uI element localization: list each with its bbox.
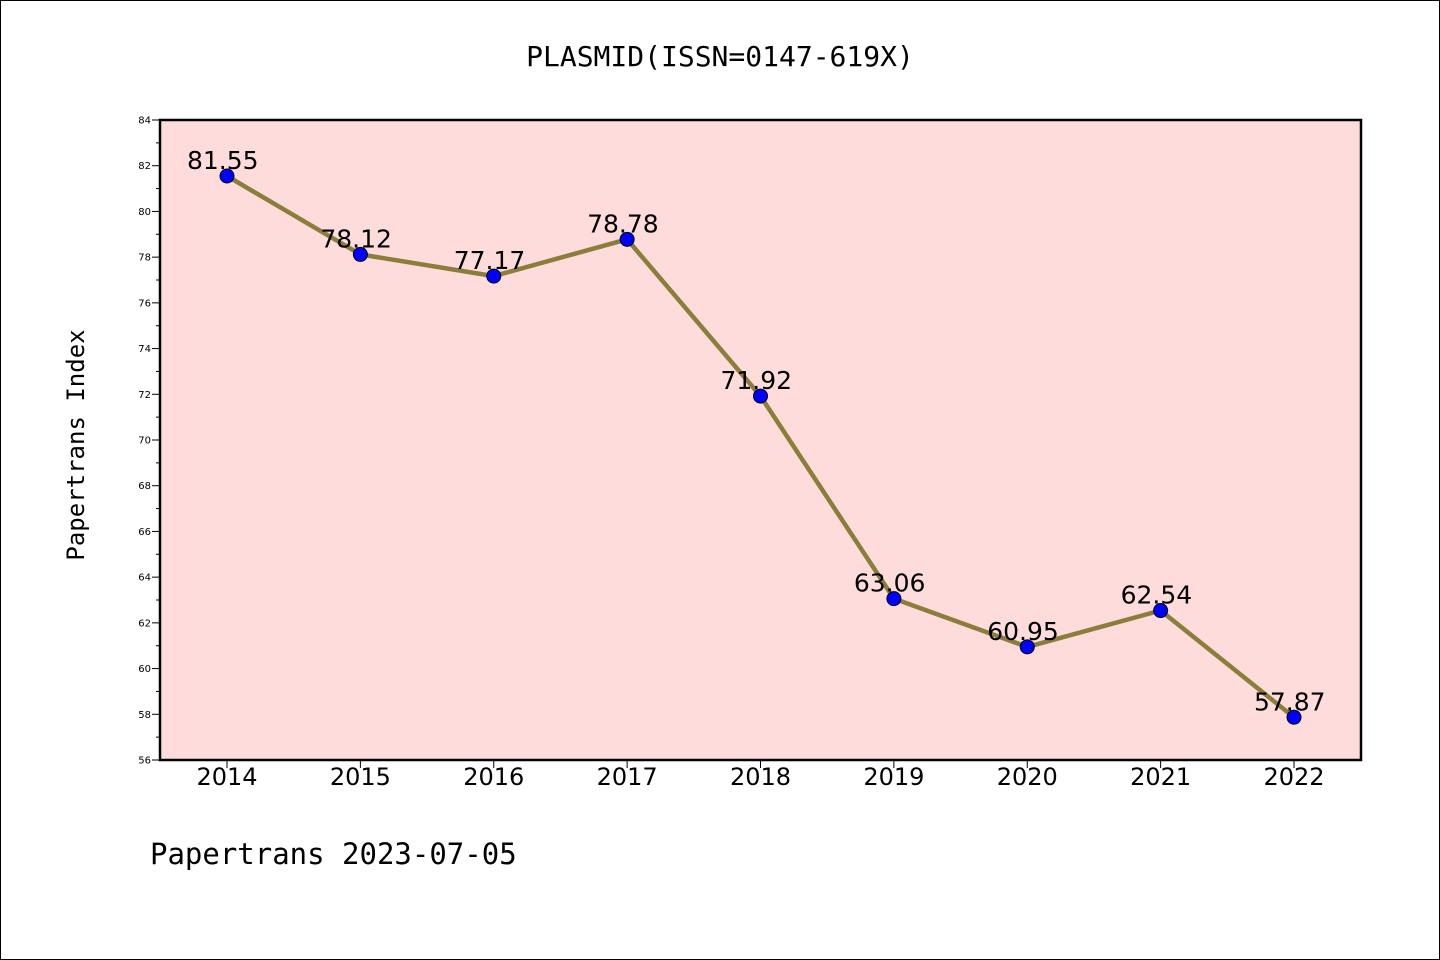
x-tick-label: 2015 xyxy=(330,763,391,791)
x-tick-label: 2017 xyxy=(597,763,658,791)
plot-border xyxy=(158,118,1363,762)
y-tick-label: 78 xyxy=(138,253,151,264)
plot-area xyxy=(160,120,1361,760)
y-axis: 56 58 60 62 64 66 68 70 72 74 76 78 80 82 84 xyxy=(138,116,160,767)
y-tick-label: 82 xyxy=(138,161,151,172)
x-tick-label: 2022 xyxy=(1263,763,1324,791)
y-tick-label: 58 xyxy=(138,710,151,721)
data-label: 63.06 xyxy=(854,569,926,598)
data-point xyxy=(352,246,368,262)
x-axis: 2014 2015 2016 2017 2018 2019 2020 2021 2022 xyxy=(196,760,1325,791)
data-point xyxy=(619,231,635,247)
y-tick-label: 56 xyxy=(138,756,151,767)
x-tick-label: 2014 xyxy=(196,763,257,791)
data-label: 81.55 xyxy=(187,146,259,175)
x-tick-label: 2016 xyxy=(463,763,524,791)
chart-title: PLASMID(ISSN=0147-619X) xyxy=(526,40,914,73)
data-label: 78.78 xyxy=(587,209,659,238)
data-label: 78.12 xyxy=(320,224,392,253)
x-tick-label: 2020 xyxy=(997,763,1058,791)
data-point xyxy=(1019,639,1035,655)
y-tick-label: 74 xyxy=(138,344,151,355)
x-tick-label: 2018 xyxy=(730,763,791,791)
y-tick-label: 76 xyxy=(138,298,151,309)
data-label: 60.95 xyxy=(987,617,1059,646)
y-axis-label: Papertrans Index xyxy=(62,329,90,560)
footer-text: Papertrans 2023-07-05 xyxy=(150,837,517,871)
y-tick-label: 72 xyxy=(138,390,151,401)
y-tick-label: 66 xyxy=(138,527,151,538)
data-point xyxy=(486,268,502,284)
data-label: 57.87 xyxy=(1254,687,1326,716)
y-tick-label: 62 xyxy=(138,618,151,629)
x-tick-label: 2019 xyxy=(863,763,924,791)
y-tick-label: 80 xyxy=(138,207,151,218)
data-point xyxy=(1153,603,1169,619)
y-tick-label: 68 xyxy=(138,481,151,492)
y-tick-label: 84 xyxy=(138,116,151,127)
data-point xyxy=(1286,709,1302,725)
series: 81.55 78.12 77.17 78.78 71.92 63.06 60.95 62.54… xyxy=(187,146,1326,725)
data-point xyxy=(753,388,768,404)
y-tick-label: 70 xyxy=(138,436,151,447)
data-label: 77.17 xyxy=(454,246,526,275)
y-tick-label: 64 xyxy=(138,573,151,584)
y-tick-label: 60 xyxy=(138,664,151,675)
data-label: 62.54 xyxy=(1121,581,1193,610)
data-point xyxy=(886,591,902,607)
x-tick-label: 2021 xyxy=(1130,763,1191,791)
data-point xyxy=(219,168,235,184)
data-label: 71.92 xyxy=(721,366,793,395)
